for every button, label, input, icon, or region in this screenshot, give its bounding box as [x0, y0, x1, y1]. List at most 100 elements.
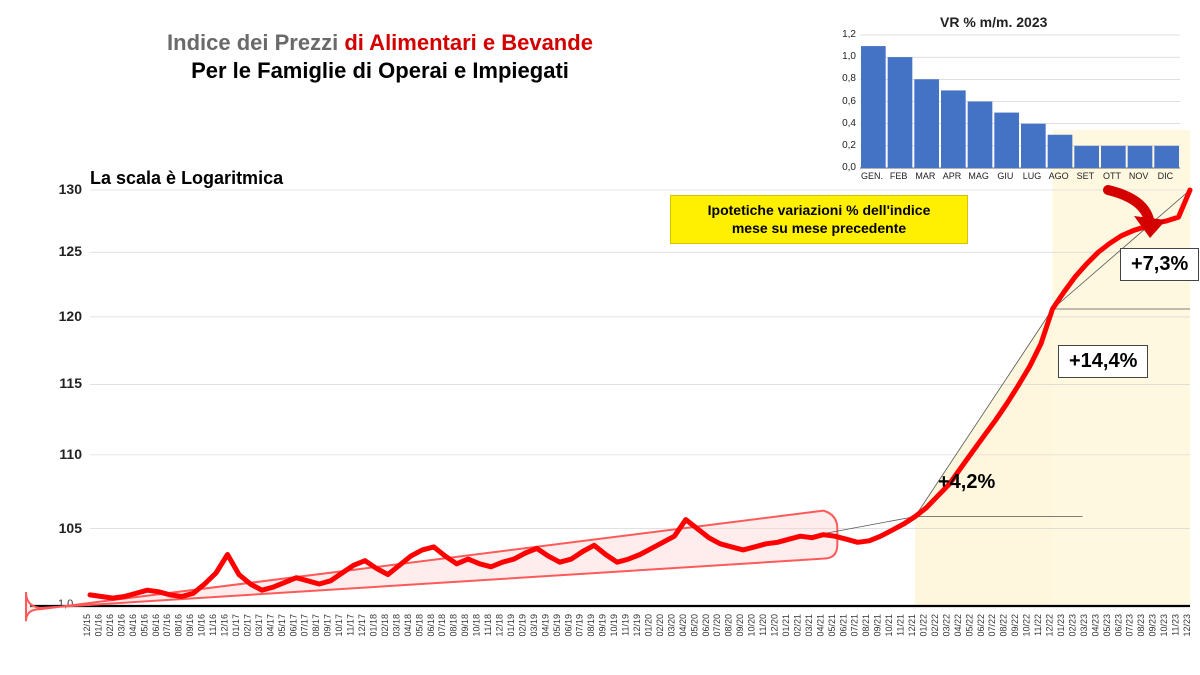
- svg-text:11/16: 11/16: [208, 614, 218, 636]
- svg-text:11/18: 11/18: [483, 614, 493, 636]
- svg-text:09/17: 09/17: [323, 614, 333, 637]
- svg-text:04/19: 04/19: [540, 614, 550, 637]
- svg-text:07/16: 07/16: [162, 614, 172, 637]
- svg-text:10/21: 10/21: [884, 614, 894, 637]
- yellow-note-l2: mese su mese precedente: [679, 220, 959, 238]
- svg-text:10/17: 10/17: [334, 614, 344, 637]
- y-tick: 125: [52, 243, 82, 259]
- inset-x-label: GIU: [992, 171, 1018, 181]
- svg-text:10/18: 10/18: [472, 614, 482, 637]
- svg-text:04/23: 04/23: [1090, 614, 1100, 637]
- svg-text:01/21: 01/21: [781, 614, 791, 637]
- svg-text:04/17: 04/17: [265, 614, 275, 637]
- main-chart-svg: 12/1501/1602/1603/1604/1605/1606/1607/16…: [0, 0, 1200, 675]
- svg-text:07/21: 07/21: [850, 614, 860, 637]
- inset-x-label: LUG: [1019, 171, 1045, 181]
- svg-text:06/17: 06/17: [288, 614, 298, 637]
- svg-text:08/17: 08/17: [311, 614, 321, 637]
- inset-y-tick: 1,0: [830, 51, 856, 62]
- svg-text:08/20: 08/20: [724, 614, 734, 637]
- svg-text:04/21: 04/21: [815, 614, 825, 637]
- svg-text:07/19: 07/19: [575, 614, 585, 637]
- svg-text:03/21: 03/21: [804, 614, 814, 637]
- svg-text:03/22: 03/22: [941, 614, 951, 637]
- svg-text:05/18: 05/18: [414, 614, 424, 637]
- y-tick: 120: [52, 308, 82, 324]
- svg-text:09/22: 09/22: [1010, 614, 1020, 637]
- svg-text:12/17: 12/17: [357, 614, 367, 637]
- svg-text:09/23: 09/23: [1148, 614, 1158, 637]
- pct-label-3: +7,3%: [1120, 248, 1199, 281]
- svg-text:10/20: 10/20: [747, 614, 757, 637]
- svg-text:12/21: 12/21: [907, 614, 917, 637]
- inset-x-label: MAR: [912, 171, 938, 181]
- svg-text:03/18: 03/18: [391, 614, 401, 637]
- svg-text:07/23: 07/23: [1125, 614, 1135, 637]
- svg-text:08/23: 08/23: [1136, 614, 1146, 637]
- inset-y-tick: 0,8: [830, 73, 856, 84]
- svg-text:10/16: 10/16: [197, 614, 207, 637]
- inset-y-tick: 0,0: [830, 162, 856, 173]
- y-tick: 110: [52, 446, 82, 462]
- svg-text:01/19: 01/19: [506, 614, 516, 637]
- svg-text:07/20: 07/20: [712, 614, 722, 637]
- svg-text:08/16: 08/16: [174, 614, 184, 637]
- svg-text:05/17: 05/17: [277, 614, 287, 637]
- inset-x-label: FEB: [886, 171, 912, 181]
- svg-text:11/22: 11/22: [1033, 614, 1043, 636]
- svg-text:04/22: 04/22: [953, 614, 963, 637]
- inset-y-tick: 0,6: [830, 96, 856, 107]
- svg-text:07/17: 07/17: [300, 614, 310, 637]
- svg-text:12/23: 12/23: [1182, 614, 1192, 637]
- svg-text:01/23: 01/23: [1056, 614, 1066, 637]
- inset-y-tick: 0,4: [830, 118, 856, 129]
- pct-label-2: +14,4%: [1058, 345, 1148, 378]
- svg-text:12/18: 12/18: [495, 614, 505, 637]
- svg-text:09/20: 09/20: [735, 614, 745, 637]
- inset-y-tick: 0,2: [830, 140, 856, 151]
- svg-text:06/18: 06/18: [426, 614, 436, 637]
- svg-text:12/22: 12/22: [1045, 614, 1055, 637]
- svg-text:09/18: 09/18: [460, 614, 470, 637]
- svg-text:11/20: 11/20: [758, 614, 768, 636]
- svg-text:08/18: 08/18: [449, 614, 459, 637]
- svg-text:05/16: 05/16: [139, 614, 149, 637]
- inset-x-label: OTT: [1099, 171, 1125, 181]
- svg-text:09/19: 09/19: [598, 614, 608, 637]
- svg-text:06/16: 06/16: [151, 614, 161, 637]
- y-tick: 115: [52, 375, 82, 391]
- svg-text:06/23: 06/23: [1113, 614, 1123, 637]
- svg-text:12/20: 12/20: [770, 614, 780, 637]
- svg-text:01/16: 01/16: [93, 614, 103, 637]
- svg-text:02/17: 02/17: [242, 614, 252, 637]
- svg-text:02/20: 02/20: [655, 614, 665, 637]
- svg-text:08/22: 08/22: [999, 614, 1009, 637]
- svg-text:05/23: 05/23: [1102, 614, 1112, 637]
- svg-text:06/20: 06/20: [701, 614, 711, 637]
- svg-text:07/18: 07/18: [437, 614, 447, 637]
- svg-text:05/21: 05/21: [827, 614, 837, 637]
- svg-text:02/18: 02/18: [380, 614, 390, 637]
- svg-text:03/19: 03/19: [529, 614, 539, 637]
- svg-text:12/15: 12/15: [82, 614, 92, 637]
- svg-text:02/19: 02/19: [517, 614, 527, 637]
- svg-text:05/22: 05/22: [964, 614, 974, 637]
- svg-text:02/22: 02/22: [930, 614, 940, 637]
- svg-text:01/22: 01/22: [918, 614, 928, 637]
- svg-text:10/22: 10/22: [1022, 614, 1032, 637]
- svg-text:09/16: 09/16: [185, 614, 195, 637]
- svg-text:11/21: 11/21: [896, 614, 906, 636]
- svg-text:11/17: 11/17: [346, 614, 356, 636]
- inset-x-label: NOV: [1126, 171, 1152, 181]
- y-tick: 105: [52, 520, 82, 536]
- svg-text:04/16: 04/16: [128, 614, 138, 637]
- svg-text:10/23: 10/23: [1159, 614, 1169, 637]
- svg-text:12/16: 12/16: [220, 614, 230, 637]
- inset-x-label: DIC: [1152, 171, 1178, 181]
- svg-text:05/19: 05/19: [552, 614, 562, 637]
- inset-x-label: APR: [939, 171, 965, 181]
- svg-text:06/19: 06/19: [563, 614, 573, 637]
- svg-text:02/21: 02/21: [792, 614, 802, 637]
- svg-text:09/21: 09/21: [873, 614, 883, 637]
- svg-text:04/18: 04/18: [403, 614, 413, 637]
